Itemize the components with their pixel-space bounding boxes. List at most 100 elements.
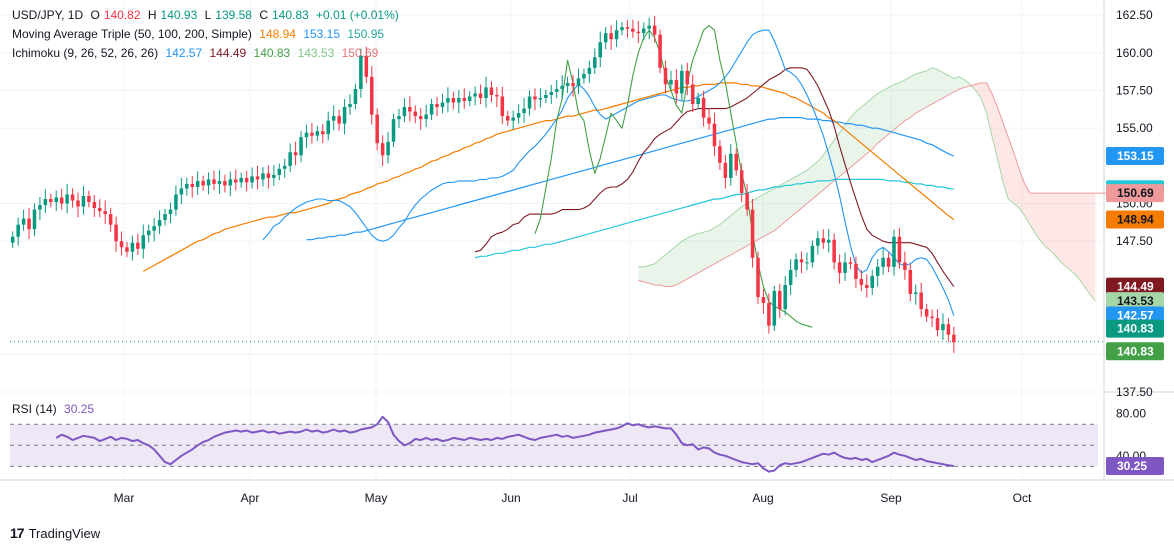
candle-body (435, 104, 439, 108)
x-tick-label: Jun (501, 491, 520, 505)
ma-label: Moving Average Triple (50, 100, 200, Sim… (12, 27, 252, 41)
candle-body (723, 162, 728, 178)
cloud-segment (894, 82, 900, 130)
candle-body (832, 239, 836, 263)
candle-body (924, 309, 929, 317)
candle-body (457, 98, 461, 103)
cloud-segment (823, 147, 829, 190)
cloud-segment (981, 82, 987, 114)
candle-body (788, 269, 793, 285)
candle-body (718, 146, 722, 163)
rsi-legend: RSI (14) 30.25 (12, 402, 98, 416)
candle-body (408, 107, 412, 112)
candle-body (168, 209, 173, 215)
candle-body (805, 262, 809, 264)
cloud-segment (665, 250, 671, 287)
cloud-segment (758, 194, 764, 240)
candle-body (783, 284, 787, 310)
candle-body (277, 168, 282, 175)
candle-body (364, 55, 369, 77)
candle-body (897, 236, 902, 263)
cloud-segment (845, 117, 851, 172)
cloud-segment (834, 132, 840, 181)
span-b-value: 150.69 (341, 46, 379, 60)
high-value: 140.93 (160, 8, 198, 22)
candle-body (946, 324, 951, 335)
high-label: H (147, 8, 157, 22)
candle-body (59, 197, 64, 204)
cloud-segment (714, 224, 720, 264)
cloud-segment (937, 69, 943, 102)
rsi-label: RSI (14) (12, 402, 57, 416)
cloud-segment (855, 107, 862, 163)
y-tick-label: 147.50 (1116, 234, 1153, 248)
candle-body (598, 42, 603, 58)
candle-body (418, 116, 423, 120)
cloud-segment (883, 87, 889, 139)
candle-body (440, 102, 445, 108)
candle-body (32, 209, 37, 230)
candle-body (43, 199, 48, 206)
candle-body (658, 34, 662, 68)
candle-body (690, 84, 695, 105)
price-label-tag (1106, 184, 1164, 203)
cloud-segment (692, 233, 699, 276)
candle-body (293, 152, 298, 156)
candle-body (571, 82, 575, 86)
candle-body (549, 91, 554, 95)
candle-body (919, 292, 923, 310)
candle-body (538, 98, 543, 100)
cloud-segment (1002, 122, 1009, 200)
tenkan-sen-line (262, 29, 955, 316)
candle-body (223, 180, 227, 186)
candle-body (369, 76, 374, 115)
candle-body (935, 318, 940, 331)
cloud-segment (801, 170, 807, 209)
leading-span-a-line (638, 67, 1096, 302)
candle-body (310, 132, 314, 136)
candle-body (380, 143, 385, 156)
cloud-segment (687, 235, 693, 279)
cloud-segment (719, 220, 726, 261)
candle-body (712, 123, 717, 147)
candle-body (21, 218, 26, 225)
candle-body (511, 117, 515, 121)
candle-body (609, 33, 613, 40)
y-tick-label: 157.50 (1116, 83, 1153, 97)
tradingview-brand[interactable]: 17 TradingView (10, 525, 100, 541)
price-label-tag (1106, 342, 1164, 361)
price-label-text: 150.69 (1117, 186, 1154, 200)
cloud-segment (1084, 193, 1090, 294)
rsi-value: 30.25 (64, 402, 95, 416)
rsi-line (55, 415, 954, 473)
symbol-legend: USD/JPY, 1D O 140.82 H 140.93 L 139.58 C 140… (12, 8, 403, 22)
cloud-segment (730, 211, 737, 255)
cloud-segment (888, 84, 894, 135)
ma200-line (474, 178, 954, 259)
candle-body (331, 116, 336, 121)
candle-body (941, 324, 945, 331)
candle-body (97, 208, 102, 212)
cloud-segment (959, 76, 965, 89)
ichimoku-label: Ichimoku (9, 26, 52, 26, 26) (12, 46, 159, 60)
candle-body (299, 137, 303, 156)
candle-body (255, 176, 260, 180)
cloud-segment (1024, 183, 1030, 225)
candle-body (799, 259, 804, 263)
ma50-value: 148.94 (259, 27, 296, 41)
candle-body (593, 57, 597, 68)
price-label-text: 140.83 (1117, 322, 1154, 336)
candle-body (87, 196, 91, 203)
close-value: 140.83 (272, 8, 309, 22)
candle-body (696, 98, 700, 105)
rsi-value-text: 30.25 (1117, 459, 1147, 473)
y-tick-label: 160.00 (1116, 46, 1153, 60)
candle-body (495, 94, 499, 97)
candle-body (729, 153, 733, 178)
rsi-value-tag (1106, 457, 1164, 476)
kijun-sen-line (474, 67, 955, 287)
tradingview-logo-icon: 17 (10, 525, 25, 541)
candle-body (952, 334, 956, 343)
candle-body (837, 262, 842, 273)
